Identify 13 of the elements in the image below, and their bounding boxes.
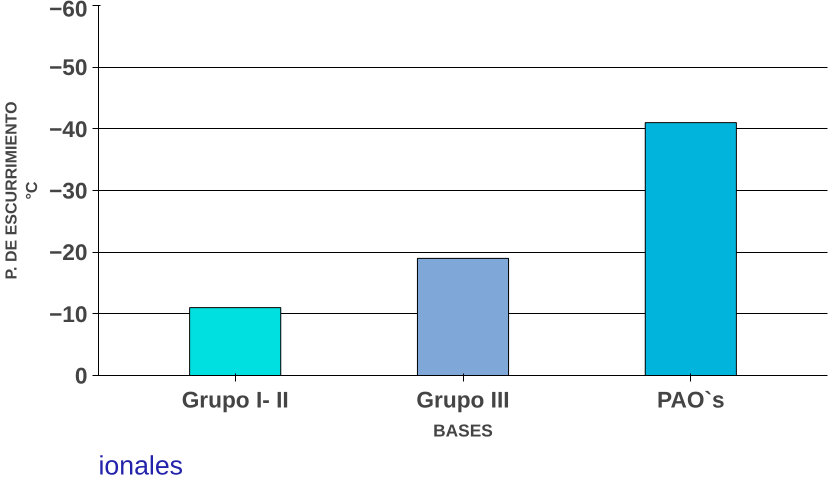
y-tick-label: −10 <box>49 300 88 327</box>
y-tick-label: −60 <box>49 0 88 22</box>
x-tick-label: PAO`s <box>657 386 725 412</box>
y-tick-label: 0 <box>74 362 88 388</box>
x-axis-title: BASES <box>433 420 493 440</box>
y-tick-label: −30 <box>49 178 88 204</box>
text: ionales <box>98 450 183 480</box>
y-tick-label: −50 <box>49 54 88 80</box>
y-tick-label: −20 <box>49 239 88 266</box>
x-tick-label: Grupo I- II <box>182 386 289 412</box>
y-tick-label: −40 <box>49 116 88 142</box>
y-axis-title: P. DE ESCURRIMIENTO °C <box>4 101 42 280</box>
x-tick-label: Grupo III <box>416 386 510 412</box>
